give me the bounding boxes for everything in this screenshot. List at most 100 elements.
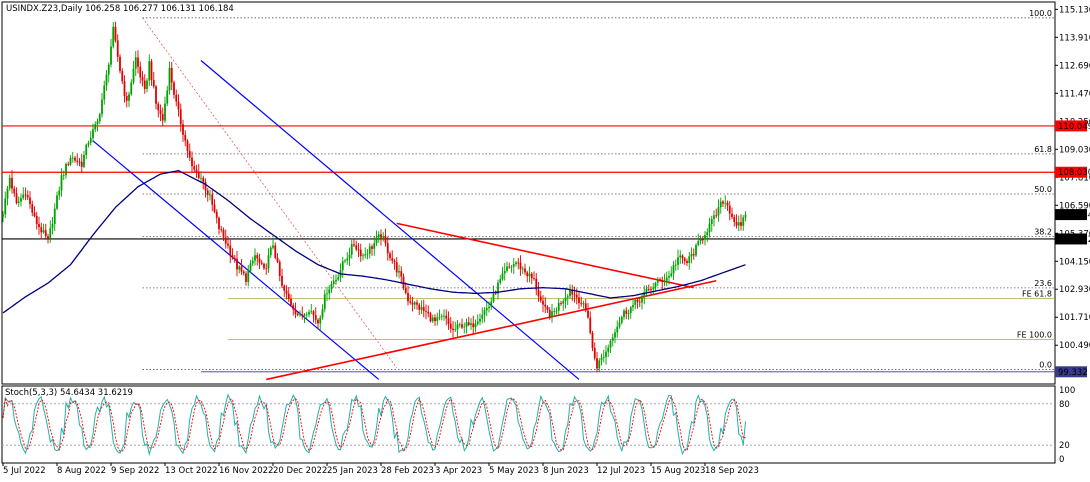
candle-bear <box>193 166 196 170</box>
candle-bull <box>744 214 747 218</box>
candle-bear <box>245 273 247 282</box>
x-tick-label: 3 Apr 2023 <box>435 466 482 476</box>
candle-bear <box>121 70 124 82</box>
candle-bull <box>490 301 493 307</box>
candle-bear <box>542 300 544 305</box>
candle-bull <box>373 243 376 249</box>
candle-bull <box>598 360 601 369</box>
candle-bear <box>296 313 299 315</box>
candle-bull <box>710 218 713 225</box>
candle-bull <box>96 121 99 125</box>
candle-bull <box>643 292 646 297</box>
candle-bull <box>618 322 621 327</box>
price-panel-frame <box>1 1 1056 385</box>
fib-level-label: 50.0 <box>1034 185 1052 194</box>
y-tick-label: 102.930 <box>1059 285 1090 295</box>
candle-bull <box>476 321 479 324</box>
y-tick-label: 107.810 <box>1059 173 1090 183</box>
candle-bull <box>413 302 416 305</box>
candle-bull <box>510 266 513 268</box>
candle-bear <box>535 278 538 290</box>
x-tick-label: 8 Aug 2022 <box>57 466 106 476</box>
candle-bull <box>501 273 504 280</box>
stoch-main-line <box>2 393 746 457</box>
candle-bull <box>465 322 468 327</box>
candle-bear <box>560 303 562 304</box>
candle-bear <box>593 348 596 359</box>
candle-bear <box>587 310 589 318</box>
candle-bull <box>616 326 619 333</box>
candle-bull <box>166 90 169 104</box>
candle-bear <box>357 249 360 251</box>
candle-bear <box>530 273 533 279</box>
candle-bull <box>335 279 337 282</box>
x-tick-label: 13 Oct 2022 <box>165 466 218 476</box>
y-tick-label: 113.910 <box>1059 33 1090 43</box>
fib-level-label: 23.6 <box>1034 279 1052 288</box>
fib-expansion-label: FE 100.0 <box>1017 330 1052 339</box>
candle-bear <box>292 305 295 310</box>
x-tick-label: 5 Jul 2022 <box>3 466 46 476</box>
candle-bear <box>188 150 191 158</box>
candle-bear <box>314 315 317 320</box>
candle-bull <box>332 281 335 284</box>
moving-average-line <box>2 169 746 314</box>
candle-bear <box>395 262 398 273</box>
candle-bull <box>458 324 461 326</box>
candle-bear <box>119 56 121 71</box>
candle-bear <box>242 271 245 274</box>
candle-bear <box>220 229 223 230</box>
candle-bear <box>278 261 281 276</box>
fib-level-label: 0.0 <box>1039 361 1052 370</box>
candle-bear <box>434 317 436 322</box>
candle-bear <box>173 82 175 95</box>
candle-bear <box>380 234 382 238</box>
candle-bear <box>265 268 268 270</box>
candle-bull <box>553 311 556 312</box>
candle-bull <box>319 317 322 324</box>
candle-bear <box>287 293 290 299</box>
candle-bear <box>204 182 207 191</box>
candle-bull <box>562 301 565 304</box>
level-price-label: 99.332 <box>1058 368 1088 378</box>
candle-bull <box>22 194 25 198</box>
y-tick-label: 112.690 <box>1059 61 1090 71</box>
candle-bear <box>418 304 421 310</box>
candle-bull <box>674 264 677 266</box>
candle-bull <box>254 255 256 261</box>
candle-bear <box>24 194 27 196</box>
candle-bear <box>546 306 549 310</box>
triangle-lower-trendline <box>266 279 717 381</box>
candle-bull <box>107 64 110 75</box>
candle-bull <box>607 347 610 352</box>
x-tick-label: 12 Jul 2023 <box>597 466 645 476</box>
candle-bear <box>731 213 733 218</box>
candle-bear <box>407 293 409 302</box>
candle-bear <box>40 227 43 233</box>
candle-bull <box>89 138 92 143</box>
candle-bear <box>589 317 592 333</box>
stochastic-panel: Stoch(5,3,3) 54.6434 31.6219 <box>1 385 1056 464</box>
candle-bull <box>566 296 569 298</box>
candle-bull <box>2 214 4 217</box>
candle-bear <box>182 124 184 135</box>
candle-bear <box>683 258 686 261</box>
fib-diagonal-line <box>142 17 398 369</box>
candle-bear <box>260 262 263 264</box>
stoch-signal-line <box>2 396 746 452</box>
current-price-label-box <box>1055 209 1087 221</box>
candle-bull <box>299 314 301 316</box>
candle-bear <box>591 332 594 349</box>
candle-bear <box>391 258 394 261</box>
candle-bear <box>281 275 283 286</box>
y-tick-label: 100.490 <box>1059 341 1090 351</box>
candle-bull <box>551 311 553 317</box>
candle-bull <box>346 258 349 261</box>
candle-bull <box>4 198 7 215</box>
candle-bull <box>6 188 9 199</box>
candle-bear <box>429 313 432 322</box>
candle-bear <box>301 314 304 316</box>
candle-bear <box>78 161 81 163</box>
candle-bear <box>650 289 652 291</box>
